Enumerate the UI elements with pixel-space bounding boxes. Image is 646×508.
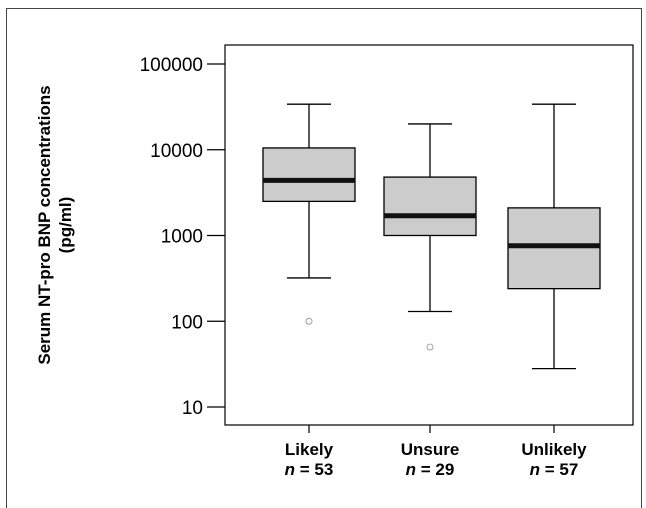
box [507, 207, 601, 290]
category-name: Likely [284, 440, 334, 459]
category-n: n = 57 [494, 460, 614, 480]
category-label: Likely n = 53 [249, 440, 369, 480]
y-tick-label: 1000 [161, 227, 203, 248]
y-tick-label: 10000 [150, 141, 203, 162]
n-symbol: n [529, 460, 541, 479]
figure-frame [6, 8, 642, 508]
box [262, 147, 356, 203]
n-symbol: n [405, 460, 417, 479]
box [383, 176, 477, 237]
category-n: n = 29 [370, 460, 490, 480]
n-value: = 53 [295, 460, 334, 479]
category-label: Unsure n = 29 [370, 440, 490, 480]
outlier-point [305, 317, 313, 325]
n-symbol: n [284, 460, 296, 479]
category-name: Unlikely [521, 440, 587, 459]
n-value: = 29 [416, 460, 455, 479]
category-label: Unlikely n = 57 [494, 440, 614, 480]
outlier-point [426, 343, 434, 351]
y-tick-label: 100 [171, 312, 203, 333]
y-tick-label: 10 [182, 398, 203, 419]
category-n: n = 53 [249, 460, 369, 480]
y-tick-label: 100000 [140, 55, 203, 76]
category-name: Unsure [400, 440, 460, 459]
n-value: = 57 [540, 460, 579, 479]
